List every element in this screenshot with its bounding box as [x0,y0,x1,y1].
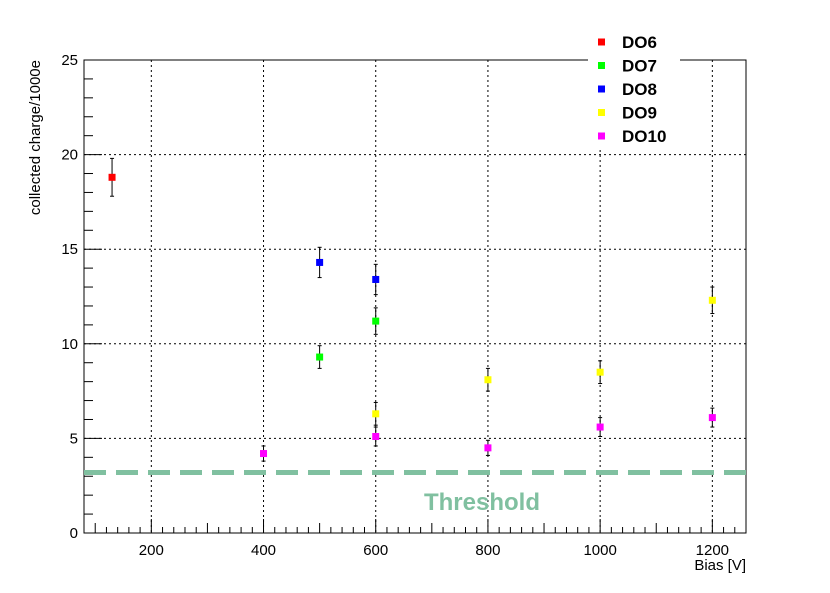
x-tick-label: 800 [475,542,500,559]
threshold-label: Threshold [424,489,540,516]
data-point [708,296,716,304]
legend-label: DO9 [622,104,657,123]
legend-label: DO6 [622,33,657,52]
legend-marker [598,38,605,46]
x-tick-label: 400 [251,542,276,559]
x-tick-label: 200 [139,542,164,559]
legend-label: DO7 [622,57,657,76]
threshold: Threshold [84,469,746,516]
y-tick-label: 15 [61,241,78,258]
legend-label: DO10 [622,127,666,146]
data-point [484,376,492,384]
data-point [596,368,604,376]
data-point [372,433,380,441]
data-point [372,317,380,325]
x-tick-label: 600 [363,542,388,559]
y-tick-label: 20 [61,147,78,164]
x-tick-label: 1200 [696,542,729,559]
data-point [372,410,380,418]
data-points [108,157,716,462]
axes: 200 400 600 800 1000 1200 0 5 10 15 20 25 [61,52,747,559]
data-point [484,444,492,452]
y-tick-label: 0 [70,525,78,542]
data-point [108,173,116,181]
data-point [372,275,380,283]
data-point [708,414,716,422]
data-point [596,423,604,431]
y-tick-label: 5 [70,430,78,447]
legend-label: DO8 [622,80,657,99]
legend-marker [598,132,605,140]
frame [83,59,747,534]
legend-marker [598,62,605,69]
data-point [316,353,324,361]
legend-marker [598,109,605,116]
y-tick-label: 10 [61,336,78,353]
y-tick-label: 25 [61,52,78,69]
data-point [316,258,324,266]
y-axis-label: collected charge/1000e [27,60,44,215]
data-point [260,450,268,458]
x-tick-label: 1000 [583,542,616,559]
legend-marker [598,85,605,93]
x-axis-label: Bias [V] [694,557,746,574]
legend: DO6 DO7 DO8 DO9 DO10 [588,28,680,150]
